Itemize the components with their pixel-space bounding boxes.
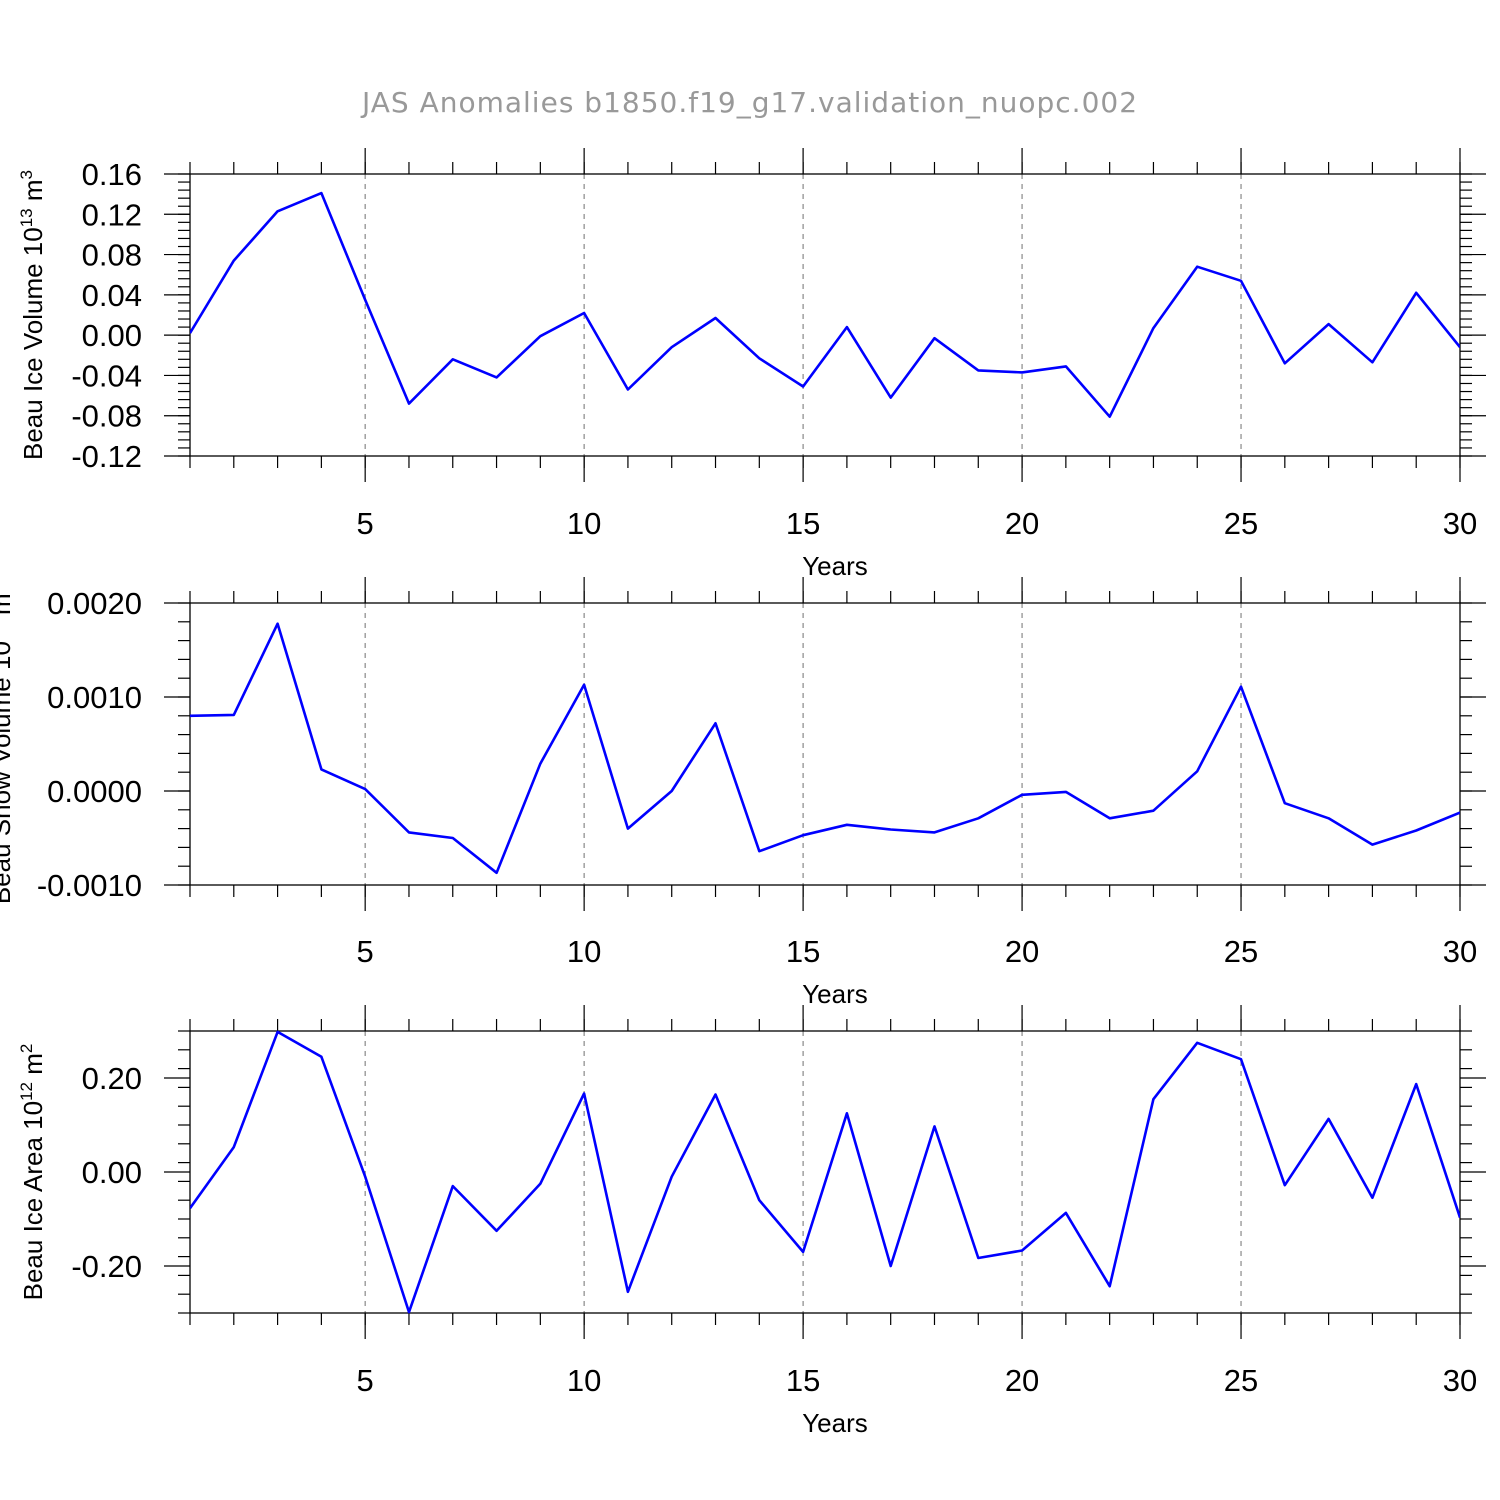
x-axis-label: Years <box>802 1408 868 1438</box>
x-tick-label: 30 <box>1443 1363 1477 1398</box>
chart-panel-3: 5 10 15 20 25 30 -0.20 0.00 0.20 Years Beau Ice Ar… <box>17 1005 1486 1438</box>
y-tick-label: 0.0010 <box>47 680 142 715</box>
y-tick-label: 0.0000 <box>47 774 142 809</box>
x-tick-label: 5 <box>357 934 374 969</box>
chart-panel-1: 5 10 15 20 25 30 -0.12 -0.08 -0.04 0.00 0.04 0.08 0.… <box>17 148 1486 581</box>
y-tick-label: 0.08 <box>82 238 142 273</box>
y-axis-label: Beau Ice Area 1012 m2 <box>17 1044 48 1301</box>
y-tick-label: 0.04 <box>82 278 142 313</box>
x-tick-label: 20 <box>1005 934 1039 969</box>
y-axis-label: Beau Snow Volume 1013 m3 <box>0 584 16 904</box>
y-tick-label: 0.20 <box>82 1061 142 1096</box>
plot-frame <box>189 602 1461 886</box>
y-tick-label: -0.20 <box>71 1249 142 1284</box>
x-tick-label: 15 <box>786 1363 820 1398</box>
x-axis-label: Years <box>802 551 868 581</box>
x-tick-label: 30 <box>1443 934 1477 969</box>
chart-panel-2: 5 10 15 20 25 30 -0.0010 0.0000 0.0010 0.0020 Year… <box>0 577 1486 1009</box>
plot-frame <box>189 173 1461 457</box>
x-tick-label: 25 <box>1224 934 1258 969</box>
x-tick-label: 30 <box>1443 506 1477 541</box>
x-tick-label: 25 <box>1224 506 1258 541</box>
series-line <box>190 1030 1460 1314</box>
y-tick-label: -0.08 <box>71 399 142 434</box>
series-line <box>190 622 1460 875</box>
x-tick-label: 25 <box>1224 1363 1258 1398</box>
x-tick-label: 5 <box>357 1363 374 1398</box>
y-tick-label: 0.16 <box>82 157 142 192</box>
x-axis-label: Years <box>802 979 868 1009</box>
plot-frame <box>189 1030 1461 1314</box>
y-tick-label: -0.0010 <box>37 868 142 903</box>
y-tick-label: 0.00 <box>82 1155 142 1190</box>
x-tick-label: 20 <box>1005 1363 1039 1398</box>
x-tick-label: 10 <box>567 506 601 541</box>
y-axis-label: Beau Ice Volume 1013 m3 <box>17 170 48 460</box>
x-tick-label: 15 <box>786 934 820 969</box>
y-tick-label: -0.12 <box>71 439 142 474</box>
x-tick-label: 15 <box>786 506 820 541</box>
figure-title: JAS Anomalies b1850.f19_g17.validation_n… <box>360 86 1138 119</box>
y-tick-label: -0.04 <box>71 358 142 393</box>
x-tick-label: 20 <box>1005 506 1039 541</box>
x-tick-label: 10 <box>567 1363 601 1398</box>
series-line <box>190 191 1460 419</box>
x-tick-label: 10 <box>567 934 601 969</box>
y-tick-label: 0.12 <box>82 197 142 232</box>
y-tick-label: 0.00 <box>82 318 142 353</box>
y-tick-label: 0.0020 <box>47 586 142 621</box>
x-tick-label: 5 <box>357 506 374 541</box>
